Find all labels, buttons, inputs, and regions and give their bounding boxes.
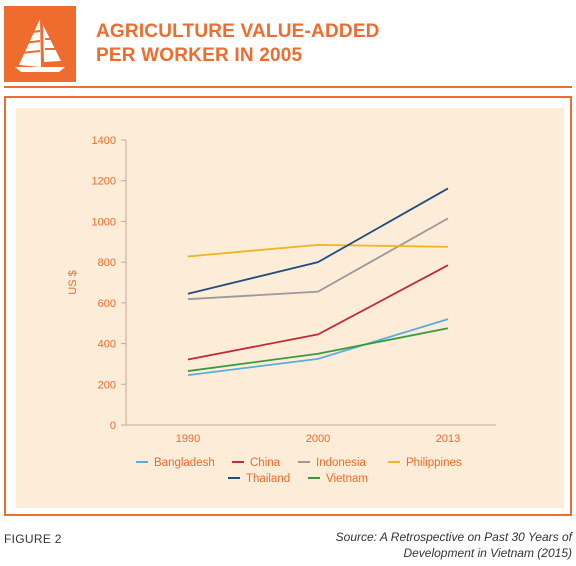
x-tick-label: 2013 [436,433,460,445]
chart-lines [187,187,449,377]
y-tick-label: 0 [110,420,116,432]
figure-label: FIGURE 2 [4,532,62,546]
x-tick-label: 1990 [176,433,200,445]
legend-label-bangladesh: Bangladesh [154,457,215,469]
header-divider [4,86,572,88]
x-tick-label: 2000 [306,433,330,445]
title-line-2: PER WORKER IN 2005 [96,45,303,66]
page-title: AGRICULTURE VALUE-ADDED PER WORKER IN 20… [96,20,380,68]
header-logo [4,6,76,82]
y-tick-label: 600 [98,298,116,310]
junk-boat-icon [15,19,65,72]
chart-legend: Bangladesh China Indonesia Philippines Thail… [136,457,462,485]
y-tick-label: 1000 [92,216,116,228]
chart-axes: 0 200 400 600 800 1000 1200 1400 1990 2000 2013 US … [67,135,496,445]
line-chart: 0 200 400 600 800 1000 1200 1400 1990 2000 2013 US … [67,135,496,485]
series-line-bangladesh [187,318,449,377]
legend-label-philippines: Philippines [406,457,462,469]
legend-label-china: China [250,457,281,469]
title-line-1: AGRICULTURE VALUE-ADDED [96,21,380,42]
source-citation: Source: A Retrospective on Past 30 Years… [272,529,572,561]
source-line-1: Source: A Retrospective on Past 30 Years… [335,530,572,544]
y-tick-label: 800 [98,257,116,269]
y-tick-label: 1200 [92,176,116,188]
legend-label-indonesia: Indonesia [316,457,366,469]
chart-frame: 0 200 400 600 800 1000 1200 1400 1990 2000 2013 US … [4,96,572,516]
series-line-indonesia [187,217,449,301]
y-tick-label: 1400 [92,135,116,147]
series-line-thailand [187,187,449,295]
series-line-china [187,264,449,361]
y-tick-label: 400 [98,339,116,351]
series-line-philippines [187,243,449,258]
y-tick-label: 200 [98,379,116,391]
legend-label-vietnam: Vietnam [326,473,368,485]
chart-panel: 0 200 400 600 800 1000 1200 1400 1990 2000 2013 US … [16,108,564,508]
legend-label-thailand: Thailand [246,473,290,485]
y-axis-label: US $ [67,270,79,294]
series-line-vietnam [187,327,449,372]
source-line-2: Development in Vietnam (2015) [403,546,572,560]
